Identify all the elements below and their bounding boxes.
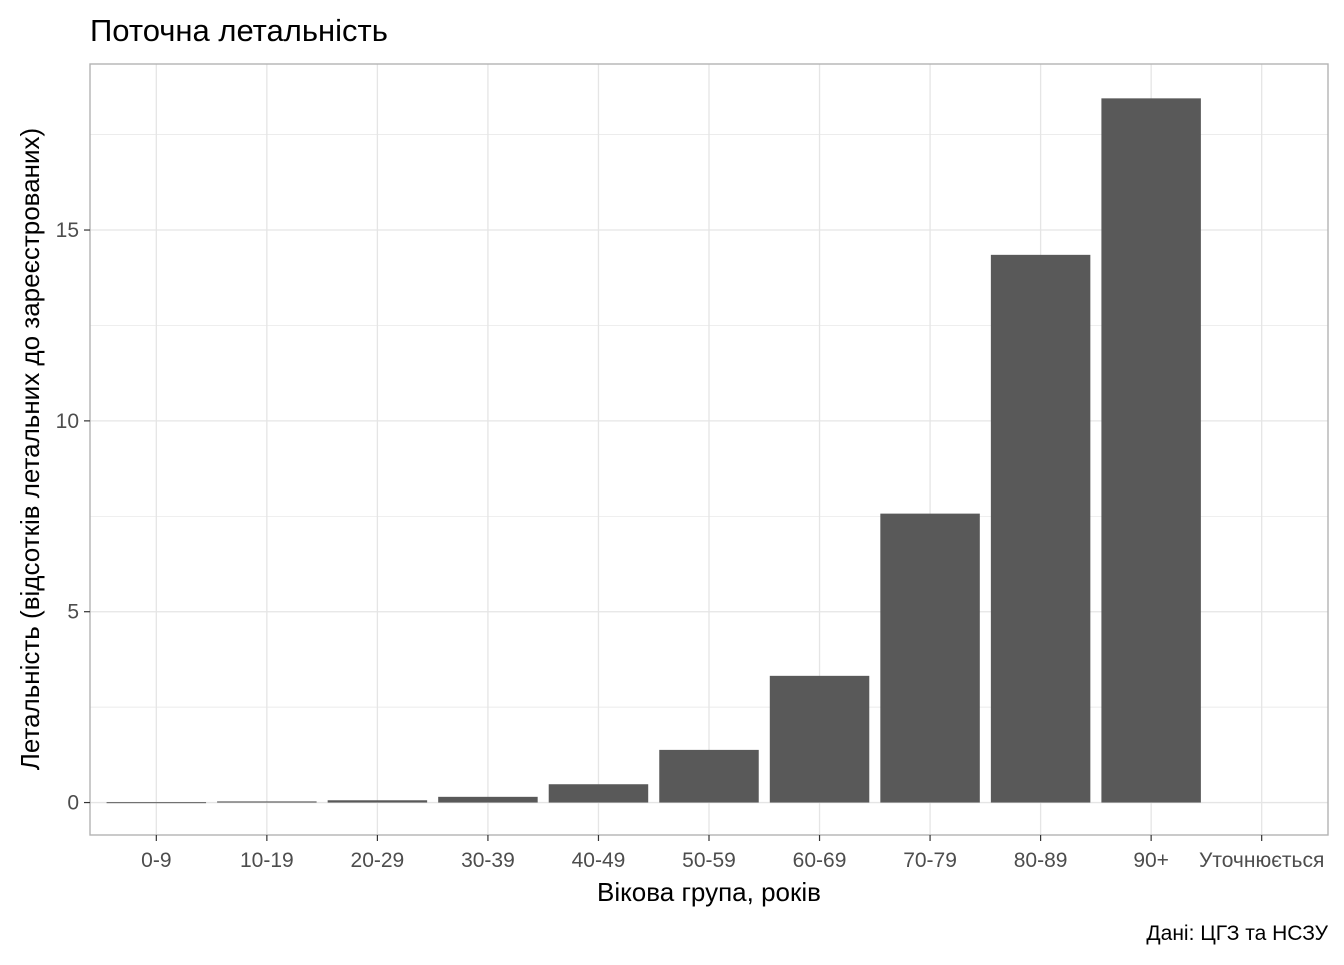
y-tick-label: 10 xyxy=(56,410,79,433)
bar-80-89 xyxy=(990,254,1091,803)
axes: 0 5 10 15 0-9 10-19 20-29 30-39 40-49 50-59 60-69 7… xyxy=(56,219,1325,872)
x-tick-label: 50-59 xyxy=(682,849,736,872)
x-tick-label: 70-79 xyxy=(903,849,957,872)
chart-caption: Дані: ЦГЗ та НСЗУ xyxy=(1146,922,1328,945)
bar-90+ xyxy=(1101,98,1201,803)
y-tick-label: 15 xyxy=(56,219,79,242)
x-tick-label: Уточнюється xyxy=(1199,849,1324,872)
y-axis-label: Летальність (відсотків летальних до заре… xyxy=(15,128,45,770)
x-tick-label: 40-49 xyxy=(572,849,626,872)
bar-0-9 xyxy=(106,802,207,804)
bar-60-69 xyxy=(769,675,870,803)
y-tick-label: 0 xyxy=(67,792,79,815)
bar-30-39 xyxy=(438,796,538,803)
x-tick-label: 30-39 xyxy=(461,849,515,872)
bars xyxy=(106,98,1201,804)
chart-title: Поточна летальність xyxy=(90,13,388,48)
x-tick-label: 20-29 xyxy=(351,849,405,872)
x-tick-label: 10-19 xyxy=(240,849,294,872)
bar-40-49 xyxy=(548,784,649,803)
y-tick-label: 5 xyxy=(67,601,79,624)
x-axis-label: Вікова група, років xyxy=(597,877,821,907)
x-tick-label: 0-9 xyxy=(141,849,171,872)
x-tick-label: 80-89 xyxy=(1014,849,1068,872)
bar-70-79 xyxy=(880,513,980,803)
bar-20-29 xyxy=(327,800,428,803)
bar-50-59 xyxy=(659,749,759,803)
x-tick-label: 90+ xyxy=(1133,849,1169,872)
bar-10-19 xyxy=(217,801,317,803)
x-tick-label: 60-69 xyxy=(793,849,847,872)
